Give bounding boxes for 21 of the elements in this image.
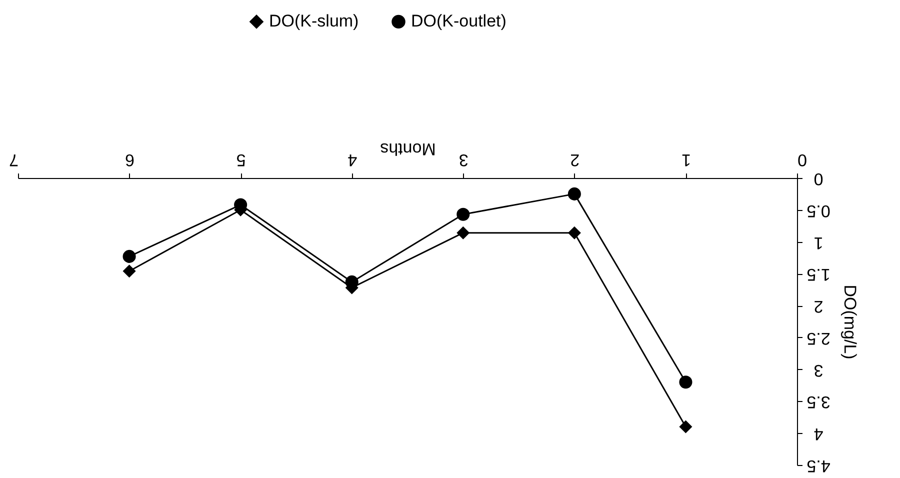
y-tick-label: 3 bbox=[814, 360, 824, 380]
y-tick-label: 1.5 bbox=[806, 265, 830, 284]
x-tick-label: 3 bbox=[458, 150, 468, 170]
x-tick-label: 4 bbox=[348, 150, 358, 170]
x-tick-label: 5 bbox=[236, 150, 246, 170]
y-tick-label: 0.5 bbox=[806, 201, 830, 220]
x-tick-label: 6 bbox=[125, 150, 135, 170]
y-tick-label: 2 bbox=[814, 297, 824, 316]
x-axis-title: Months bbox=[380, 140, 436, 158]
legend-label: DO(K-outlet) bbox=[411, 12, 506, 31]
x-tick-label: 7 bbox=[9, 150, 18, 170]
y-axis-title: DO(mg/L) bbox=[840, 284, 860, 360]
x-tick-label: 2 bbox=[570, 150, 580, 170]
y-tick-label: 1 bbox=[814, 233, 824, 252]
x-tick-label: 1 bbox=[681, 150, 691, 170]
y-tick-label: 0 bbox=[814, 170, 824, 188]
y-tick-label: 2.5 bbox=[806, 328, 830, 348]
y-tick-label: 4 bbox=[814, 424, 824, 444]
legend-label: DO(K-slum) bbox=[269, 12, 359, 31]
y-tick-label: 3.5 bbox=[806, 392, 830, 412]
y-tick-label: 4.5 bbox=[806, 456, 830, 476]
